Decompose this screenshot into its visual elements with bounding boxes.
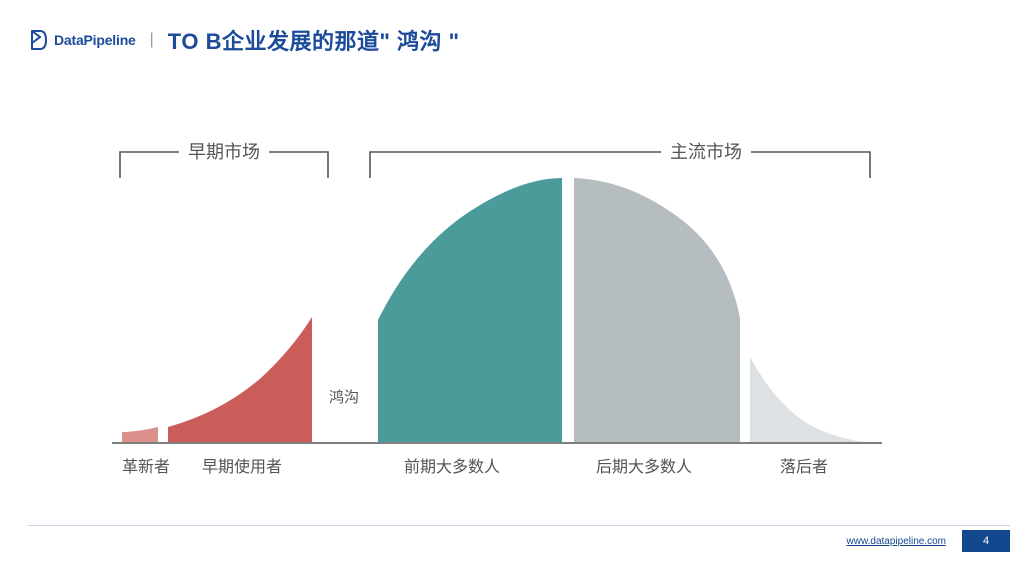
segment-innovators [122, 427, 158, 442]
label-innovators: 革新者 [122, 458, 170, 476]
adoption-chart: 革新者 早期使用者 前期大多数人 后期大多数人 落后者 早期市场 主流市场鸿沟 [82, 92, 937, 492]
footer-url[interactable]: www.datapipeline.com [847, 536, 947, 547]
gap-label: 鸿沟 [329, 389, 359, 406]
header: DataPipeline | TO B企业发展的那道" 鸿沟 " [0, 0, 1010, 68]
label-early_maj: 前期大多数人 [404, 458, 500, 476]
bracket-main [370, 152, 870, 178]
label-late_maj: 后期大多数人 [596, 458, 692, 476]
footer: www.datapipeline.com 4 [847, 530, 1010, 552]
bracket-label-main: 主流市场 [670, 142, 742, 162]
brand-name: DataPipeline [54, 32, 136, 48]
bracket-label-early: 早期市场 [188, 142, 260, 162]
page-number: 4 [962, 530, 1010, 552]
logo-icon [28, 29, 48, 51]
label-laggards: 落后者 [780, 458, 828, 476]
header-separator: | [150, 31, 154, 49]
page-title: TO B企业发展的那道" 鸿沟 " [168, 24, 460, 56]
label-early_adopt: 早期使用者 [202, 458, 282, 476]
footer-rule [28, 525, 1010, 526]
segment-early_maj [378, 178, 562, 442]
segment-late_maj [574, 178, 740, 442]
logo: DataPipeline [28, 29, 136, 51]
segment-early_adopt [168, 317, 312, 442]
segment-laggards [750, 357, 864, 442]
